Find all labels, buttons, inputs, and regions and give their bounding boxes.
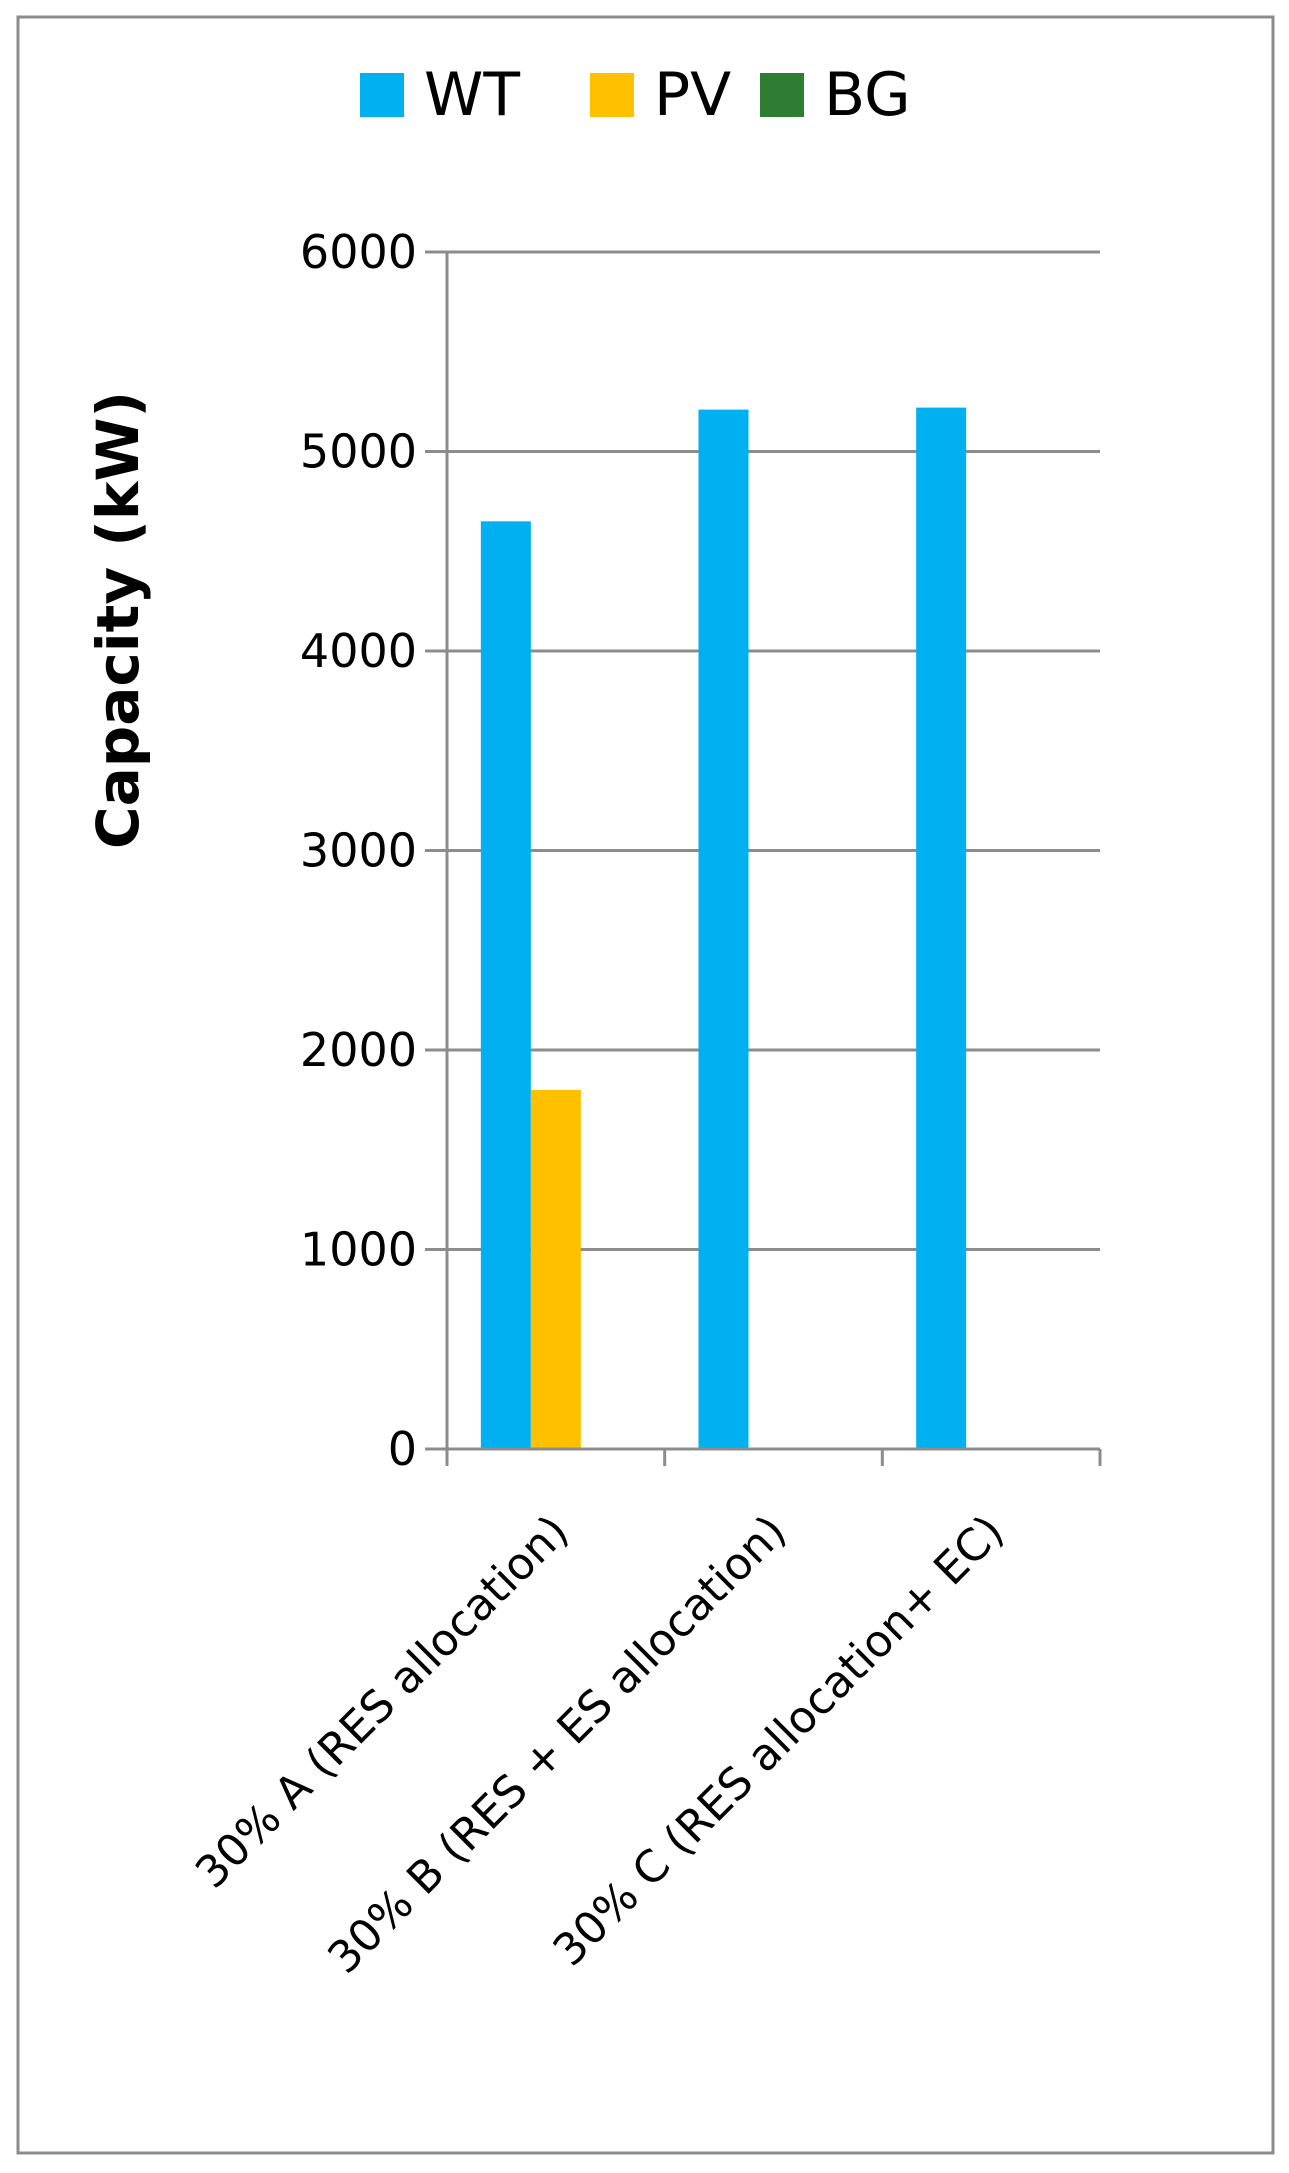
bars bbox=[480, 407, 967, 1450]
legend-label-wt: WT bbox=[424, 60, 520, 130]
y-tick-label: 4000 bbox=[300, 624, 417, 678]
legend-label-pv: PV bbox=[654, 60, 731, 130]
legend-swatch-pv bbox=[590, 73, 634, 117]
legend-swatch-bg bbox=[760, 73, 804, 117]
bar-wt bbox=[698, 409, 749, 1450]
legend: WT PV BG bbox=[360, 60, 911, 130]
bar-wt bbox=[480, 521, 531, 1449]
bar-pv bbox=[530, 1089, 581, 1449]
y-tick-label: 0 bbox=[388, 1422, 417, 1476]
y-tick-label: 6000 bbox=[300, 225, 417, 279]
legend-label-bg: BG bbox=[824, 60, 911, 130]
y-tick-label: 2000 bbox=[300, 1023, 417, 1077]
y-tick-label: 1000 bbox=[300, 1223, 417, 1277]
y-tick-label: 3000 bbox=[300, 824, 417, 878]
bar-wt bbox=[916, 407, 967, 1449]
gridlines bbox=[425, 250, 1100, 1251]
chart-border bbox=[16, 15, 1275, 2155]
y-axis-title: Capacity (kW) bbox=[84, 391, 152, 849]
legend-swatch-wt bbox=[360, 73, 404, 117]
y-tick-label: 5000 bbox=[300, 425, 417, 479]
